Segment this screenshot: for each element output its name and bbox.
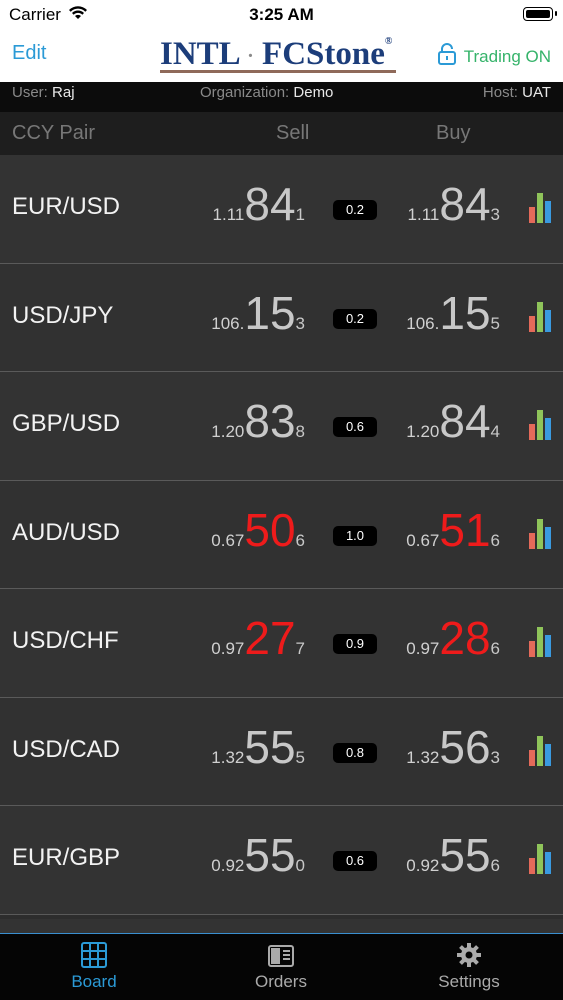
spread-badge: 0.2: [333, 308, 377, 329]
tab-board[interactable]: Board: [0, 942, 188, 992]
battery-icon: [523, 7, 557, 21]
currency-pair: EUR/GBP: [12, 844, 121, 871]
chart-icon[interactable]: [529, 300, 557, 332]
nav-bar: Edit INTL · FCStone® Trading ON: [0, 28, 563, 82]
wifi-icon: [68, 5, 88, 25]
unlock-icon: [437, 43, 456, 70]
trading-toggle[interactable]: Trading ON: [437, 43, 551, 70]
chart-icon[interactable]: [529, 517, 557, 549]
column-pair: CCY Pair: [12, 122, 95, 144]
carrier-label: Carrier: [9, 5, 61, 24]
currency-pair: EUR/USD: [12, 193, 121, 220]
buy-price[interactable]: 0.92 55 6: [406, 829, 500, 881]
clock: 3:25 AM: [249, 5, 314, 24]
sell-price[interactable]: 0.92 55 0: [211, 829, 305, 881]
rate-row[interactable]: EUR/USD 1.11 84 1 0.2 1.11 84 3: [0, 155, 563, 264]
column-buy: Buy: [436, 122, 471, 144]
tab-settings[interactable]: Settings: [375, 942, 563, 992]
rate-row[interactable]: AUD/USD 0.67 50 6 1.0 0.67 51 6: [0, 480, 563, 589]
spread-badge: 1.0: [333, 525, 377, 546]
trading-status: Trading ON: [463, 46, 551, 66]
gear-icon: [375, 942, 563, 970]
grid-icon: [0, 942, 188, 970]
sell-price[interactable]: 106. 15 3: [211, 286, 305, 339]
sell-price[interactable]: 0.97 27 7: [211, 612, 305, 664]
status-bar: Carrier 3:25 AM: [0, 0, 563, 28]
spread-badge: 0.2: [333, 200, 377, 220]
rate-row[interactable]: USD/CHF 0.97 27 7 0.9 0.97 28 6: [0, 589, 563, 698]
rate-board: EUR/USD 1.11 84 1 0.2 1.11 84 3 USD/JPY 106.…: [0, 155, 563, 915]
user-info: User: Raj: [12, 84, 75, 101]
edit-button[interactable]: Edit: [12, 42, 47, 64]
currency-pair: AUD/USD: [12, 518, 121, 546]
buy-price[interactable]: 1.11 84 3: [407, 178, 500, 230]
buy-price[interactable]: 0.97 28 6: [406, 612, 500, 664]
spread-badge: 0.6: [333, 417, 377, 437]
session-info-bar: User: Raj Organization: Demo Host: UAT: [0, 82, 563, 112]
rate-row[interactable]: EUR/GBP 0.92 55 0 0.6 0.92 55 6: [0, 806, 563, 915]
column-header: CCY Pair Sell Buy: [0, 112, 563, 155]
host-info: Host: UAT: [482, 84, 551, 101]
chart-icon[interactable]: [529, 191, 557, 223]
spread-badge: 0.6: [333, 851, 377, 871]
currency-pair: GBP/USD: [12, 410, 121, 437]
rate-row[interactable]: USD/JPY 106. 15 3 0.2 106. 15 5: [0, 263, 563, 372]
rate-row[interactable]: USD/CAD 1.32 55 5 0.8 1.32 56 3: [0, 697, 563, 806]
column-sell: Sell: [276, 122, 310, 144]
buy-price[interactable]: 106. 15 5: [406, 286, 500, 339]
chart-icon[interactable]: [529, 625, 557, 657]
spread-badge: 0.9: [333, 634, 377, 654]
logo-underline: [160, 70, 396, 73]
sell-price[interactable]: 0.67 50 6: [211, 503, 305, 556]
orders-icon: [187, 942, 375, 970]
chart-icon[interactable]: [529, 734, 557, 766]
sell-price[interactable]: 1.32 55 5: [211, 720, 305, 773]
sell-price[interactable]: 1.20 83 8: [211, 395, 305, 447]
rate-row[interactable]: GBP/USD 1.20 83 8 0.6 1.20 84 4: [0, 372, 563, 481]
spread-badge: 0.8: [333, 742, 377, 763]
chart-icon[interactable]: [529, 842, 557, 874]
tab-bar: Board Orders Settings: [0, 933, 563, 1000]
buy-price[interactable]: 0.67 51 6: [406, 503, 500, 556]
tab-orders[interactable]: Orders: [187, 942, 375, 992]
buy-price[interactable]: 1.32 56 3: [406, 720, 500, 773]
organization-info: Organization: Demo: [200, 84, 334, 101]
currency-pair: USD/CHF: [12, 627, 119, 654]
sell-price[interactable]: 1.11 84 1: [212, 178, 305, 230]
company-logo: INTL · FCStone®: [160, 36, 393, 72]
currency-pair: USD/JPY: [12, 301, 114, 329]
currency-pair: USD/CAD: [12, 735, 121, 763]
chart-icon[interactable]: [529, 408, 557, 440]
next-row-partial: [0, 919, 563, 933]
buy-price[interactable]: 1.20 84 4: [406, 395, 500, 447]
